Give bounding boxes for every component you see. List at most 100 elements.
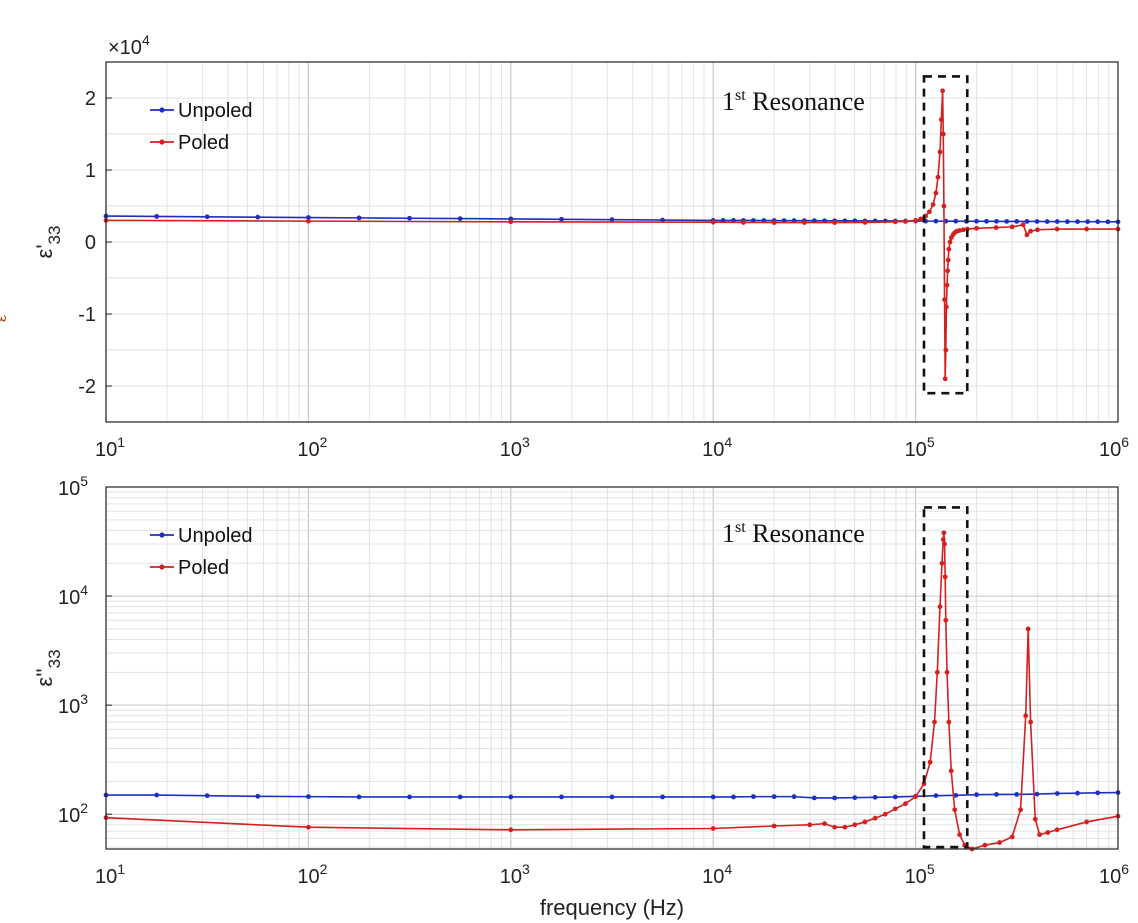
bottom-point-poled [1025,626,1031,632]
top-point-unpoled [1095,219,1101,225]
top-xtick-label: 102 [297,434,327,461]
bottom-point-poled [952,807,958,813]
top-point-poled [1028,228,1033,234]
bottom-xtick-label-base: 10 [297,866,319,888]
top-legend-label-unpoled: Unpoled [178,100,253,122]
top-point-unpoled [1075,219,1080,225]
top-xtick-label-exp: 4 [724,434,732,450]
top-point-poled [947,239,953,245]
top-point-poled [832,220,838,225]
top-point-unpoled [204,214,210,220]
top-xtick-label-exp: 5 [927,434,935,450]
top-point-unpoled [407,215,412,221]
bottom-point-unpoled [710,794,716,800]
top-point-poled [933,190,939,196]
bottom-resonance-box [922,506,969,849]
bottom-xtick-label-base: 10 [702,866,724,888]
top-y-multiplier: ×104 [108,32,150,59]
bottom-xtick-label-base: 10 [905,866,927,888]
bottom-ytick-label-exp: 2 [80,800,88,816]
bottom-y-axis-label: ε''33 [32,649,64,686]
top-point-unpoled [559,216,564,222]
bottom-point-poled [934,669,940,675]
top-point-unpoled [1064,219,1070,225]
bottom-point-poled [306,824,311,830]
top-point-unpoled [1054,219,1060,224]
top-point-unpoled [306,215,311,220]
bottom-point-poled [1023,713,1029,719]
bottom-point-unpoled [407,794,412,800]
bottom-xtick-label-exp: 3 [522,861,530,877]
bottom-xtick-label-base: 10 [1099,866,1121,888]
bottom-xtick-label: 101 [95,861,125,888]
top-xtick-label-exp: 1 [117,434,125,450]
top-point-unpoled [255,214,261,220]
top-point-unpoled [1105,219,1111,225]
top-ytick-label: 1 [85,160,96,182]
top-xtick-label-base: 10 [95,439,117,461]
stray-axis-label: ε [0,315,10,322]
bottom-point-unpoled [892,794,898,800]
bottom-point-poled [1045,830,1051,835]
bottom-point-poled [1037,832,1043,838]
bottom-point-unpoled [255,793,261,799]
bottom-point-unpoled [731,794,736,800]
top-point-poled [741,220,746,225]
top-point-poled [892,219,898,225]
top-point-poled [771,220,777,225]
top-point-unpoled [1085,219,1091,225]
top-xtick-label-base: 10 [297,439,319,461]
bottom-legend-label-poled: Poled [178,557,229,579]
top-point-poled [1024,232,1030,238]
top-point-unpoled [457,216,463,222]
bottom-point-unpoled [154,792,160,798]
bottom-point-poled [946,719,952,725]
top-legend-marker-unpoled [159,107,165,113]
bottom-xtick-label: 103 [500,861,530,888]
bottom-point-poled [932,719,937,725]
top-point-poled [943,347,949,353]
top-ytick-label: -2 [78,376,96,398]
bottom-point-unpoled [811,795,817,801]
top-point-unpoled [974,218,979,224]
bottom-y-axis-label-base: ε'' [32,668,57,686]
bottom-point-poled [1032,816,1038,822]
bottom-point-poled [982,842,988,848]
top-point-unpoled [1024,219,1030,224]
bottom-plot-area [106,487,1118,849]
top-point-poled [942,297,947,302]
bottom-point-poled [939,560,945,566]
bottom-point-poled [1054,827,1060,833]
bottom-point-poled [942,541,947,547]
bottom-ytick-label: 105 [58,473,88,500]
top-point-poled [930,202,936,207]
bottom-ytick-label-base: 10 [58,478,80,500]
bottom-point-unpoled [771,794,777,800]
bottom-annotation-sup: st [735,519,746,536]
bottom-xtick-label-exp: 1 [117,861,125,877]
top-annotation-text: Resonance [746,87,865,116]
top-point-poled [710,219,716,225]
top-point-poled [913,218,918,223]
top-point-unpoled [1014,219,1020,224]
bottom-annotation-number: 1 [722,519,735,548]
bottom-point-unpoled [751,794,756,800]
top-y-axis-label-sub: 33 [45,226,64,245]
bottom-xtick-label: 106 [1099,861,1129,888]
top-point-poled [944,282,950,288]
top-point-poled [927,209,932,215]
top-annotation-sup: st [735,87,746,104]
top-xtick-label-base: 10 [905,439,927,461]
bottom-point-unpoled [559,794,564,800]
top-xtick-label: 105 [905,434,935,461]
bottom-point-unpoled [204,793,210,799]
bottom-point-poled [997,840,1002,845]
top-grid [105,61,1118,423]
top-point-unpoled [609,217,615,223]
bottom-point-poled [862,819,868,825]
bottom-point-unpoled [933,793,939,799]
bottom-xtick-label-base: 10 [500,866,522,888]
bottom-point-unpoled [508,794,514,800]
bottom-point-poled [943,617,949,623]
top-point-unpoled [154,214,160,219]
